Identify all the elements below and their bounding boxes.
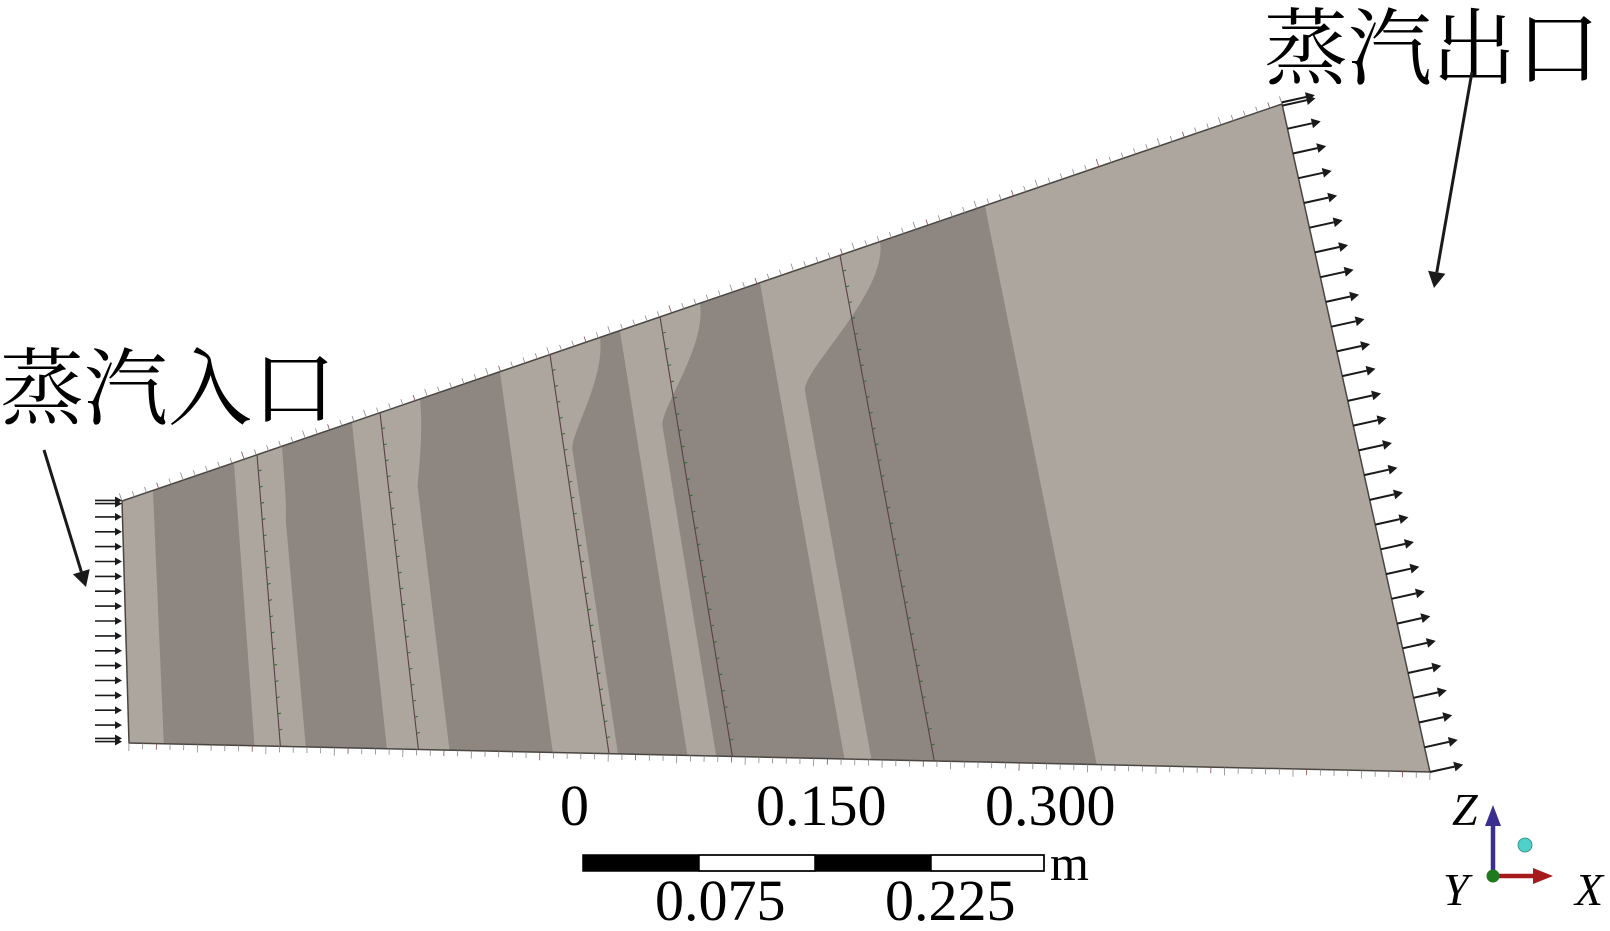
- svg-text:X: X: [1573, 864, 1605, 915]
- svg-text:蒸汽出口: 蒸汽出口: [1264, 0, 1600, 103]
- svg-text:0: 0: [560, 773, 589, 838]
- svg-text:0.150: 0.150: [756, 773, 887, 838]
- svg-text:0.225: 0.225: [885, 868, 1016, 931]
- svg-text:Y: Y: [1443, 864, 1473, 915]
- svg-text:0.075: 0.075: [655, 868, 786, 931]
- svg-text:Z: Z: [1452, 784, 1478, 835]
- svg-text:m: m: [1050, 835, 1089, 891]
- svg-text:蒸汽入口: 蒸汽入口: [0, 322, 336, 443]
- svg-text:0.300: 0.300: [985, 773, 1116, 838]
